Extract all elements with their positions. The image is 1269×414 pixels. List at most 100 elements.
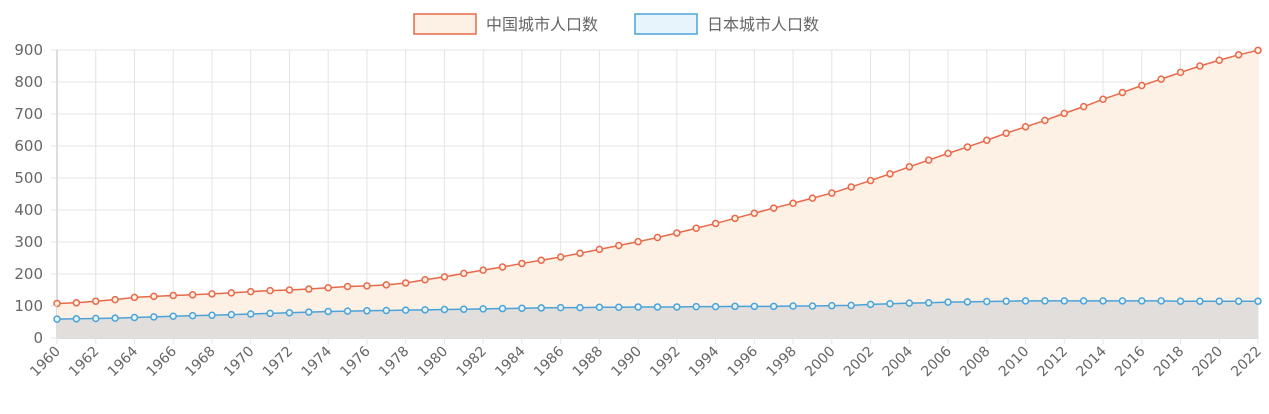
data-point [769,204,778,212]
data-point [615,303,623,312]
data-point [130,313,139,322]
data-point [285,286,294,294]
data-point [983,297,991,306]
x-tick-label: 1984 [492,343,529,380]
data-point [324,307,332,316]
data-point [711,219,720,228]
x-tick-label: 1980 [415,344,452,381]
x-tick-label: 2002 [841,344,878,381]
data-point [479,305,487,313]
data-point [460,269,468,278]
data-point [498,263,507,271]
data-point [1041,116,1049,125]
data-points [53,46,1262,323]
data-point [576,303,584,312]
data-point [1138,297,1146,305]
data-point [363,307,371,315]
data-point [847,301,855,310]
data-point [886,170,894,178]
data-point [169,312,177,320]
data-point [750,209,759,217]
data-point [227,289,236,297]
data-point [1215,56,1224,64]
data-point [440,305,449,314]
x-tick-label: 2010 [996,344,1033,381]
x-tick-label: 1982 [453,344,490,381]
data-point [518,259,526,268]
x-tick-label: 1990 [608,344,645,381]
area-fills [57,50,1258,338]
x-tick-label: 2008 [957,344,994,381]
data-point [905,163,914,171]
data-point [479,266,487,274]
data-point [227,310,236,319]
data-point [1138,81,1146,90]
x-tick-label: 1996 [725,343,762,380]
data-point [789,302,797,310]
data-point [498,304,507,313]
data-point [208,311,216,320]
data-point [343,307,352,315]
data-point [150,292,158,301]
data-point [1196,62,1204,70]
data-point [266,286,274,295]
series-area-0 [57,50,1258,338]
data-point [111,295,119,304]
data-point [1021,297,1030,305]
data-point [808,302,817,310]
x-tick-label: 2020 [1190,344,1227,381]
data-point [692,224,700,232]
y-tick-label: 400 [14,201,43,219]
x-tick-label: 1960 [27,344,64,381]
data-point [169,291,177,300]
data-point [188,291,197,299]
x-tick-label: 2018 [1151,344,1188,381]
y-axis: 0 100 200 300 400 500 600 700 800 900 [14,41,57,347]
data-point [595,245,604,254]
data-point [731,214,739,223]
data-point [886,300,894,308]
x-tick-label: 2016 [1112,343,1149,380]
data-point [1176,68,1185,77]
x-tick-label: 1978 [376,344,413,381]
y-tick-label: 800 [14,73,43,91]
data-point [983,136,991,144]
data-point [72,315,81,323]
data-point [866,300,875,309]
data-point [1060,109,1069,118]
legend-label: 中国城市人口数 [486,15,598,34]
data-point [905,299,914,307]
data-point [130,293,139,302]
data-point [91,314,100,323]
legend[interactable]: 中国城市人口数 日本城市人口数 [413,13,819,35]
x-tick-label: 1966 [144,343,181,380]
data-point [789,199,797,208]
data-point [421,276,429,284]
data-point [808,194,817,202]
y-tick-label: 0 [33,329,43,347]
x-tick-label: 2014 [1073,343,1110,380]
data-point [963,298,972,306]
data-point [1118,88,1127,97]
series-area-1 [57,300,1258,338]
data-point [1002,129,1010,137]
x-tick-label: 1970 [221,344,258,381]
data-point [769,302,778,311]
x-tick-label: 1972 [260,344,297,381]
legend-item-1[interactable]: 日本城市人口数 [634,13,819,35]
data-point [1157,297,1165,305]
y-tick-label: 500 [14,169,43,187]
data-point [1234,51,1243,59]
data-point [518,304,526,312]
data-point [537,304,546,312]
x-tick-label: 1976 [337,343,374,380]
data-point [208,290,216,298]
legend-item-0[interactable]: 中国城市人口数 [413,13,598,35]
data-point [285,308,294,317]
x-tick-label: 1986 [531,343,568,380]
x-tick-label: 2022 [1228,344,1265,381]
data-point [1002,297,1010,305]
data-point [1254,46,1262,55]
data-point [828,301,836,310]
